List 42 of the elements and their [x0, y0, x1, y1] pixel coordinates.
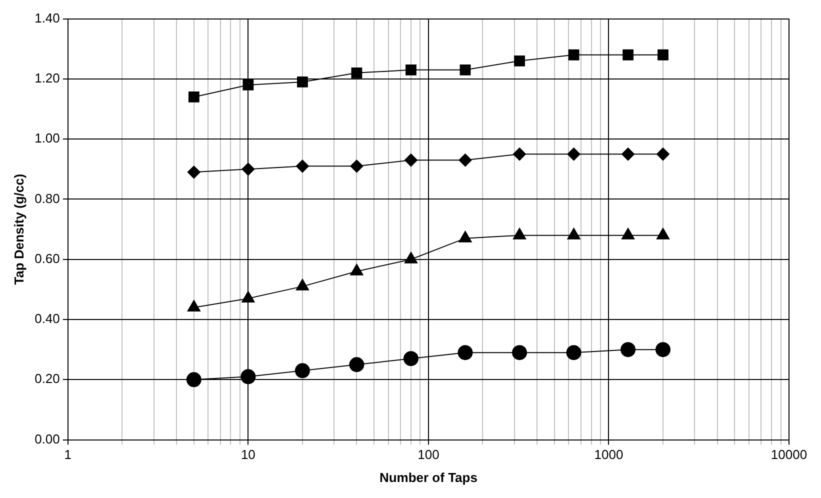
point: [187, 166, 200, 179]
point: [622, 148, 635, 161]
point: [566, 345, 582, 360]
point: [458, 345, 473, 360]
y-tick-label: 1.40: [34, 10, 60, 26]
point: [458, 154, 472, 167]
x-tick-label: 10000: [770, 447, 808, 462]
x-tick-label: 1: [64, 447, 72, 462]
point: [460, 64, 471, 76]
point: [240, 369, 256, 384]
point: [186, 372, 202, 388]
x-tick-label: 10: [240, 447, 256, 462]
point: [404, 154, 418, 167]
point: [296, 160, 309, 173]
point: [296, 76, 308, 88]
y-tick-label: 0.60: [34, 250, 60, 266]
point: [622, 49, 634, 60]
point: [620, 342, 636, 358]
point: [403, 351, 418, 366]
x-tick-label: 1000: [594, 447, 624, 462]
point: [567, 148, 580, 161]
y-tick-label: 1.00: [34, 130, 60, 146]
point: [350, 160, 364, 173]
x-axis-title: Number of Taps: [379, 470, 478, 485]
y-axis-title: Tap Density (g/cc): [11, 174, 26, 285]
point: [568, 49, 580, 60]
y-tick-label: 0.40: [34, 311, 60, 326]
point: [512, 345, 528, 360]
point: [242, 162, 255, 176]
point: [513, 148, 526, 161]
point: [514, 55, 525, 66]
point: [406, 64, 416, 76]
y-tick-label: 0.80: [34, 190, 60, 206]
point: [349, 357, 364, 372]
y-tick-label: 1.20: [34, 70, 60, 86]
point: [294, 363, 310, 378]
y-tick-label: 0.20: [34, 371, 60, 386]
x-tick-label: 100: [418, 447, 440, 462]
y-tick-label: 0.00: [34, 431, 60, 446]
point: [188, 92, 200, 102]
point: [351, 67, 362, 78]
point: [242, 80, 254, 90]
